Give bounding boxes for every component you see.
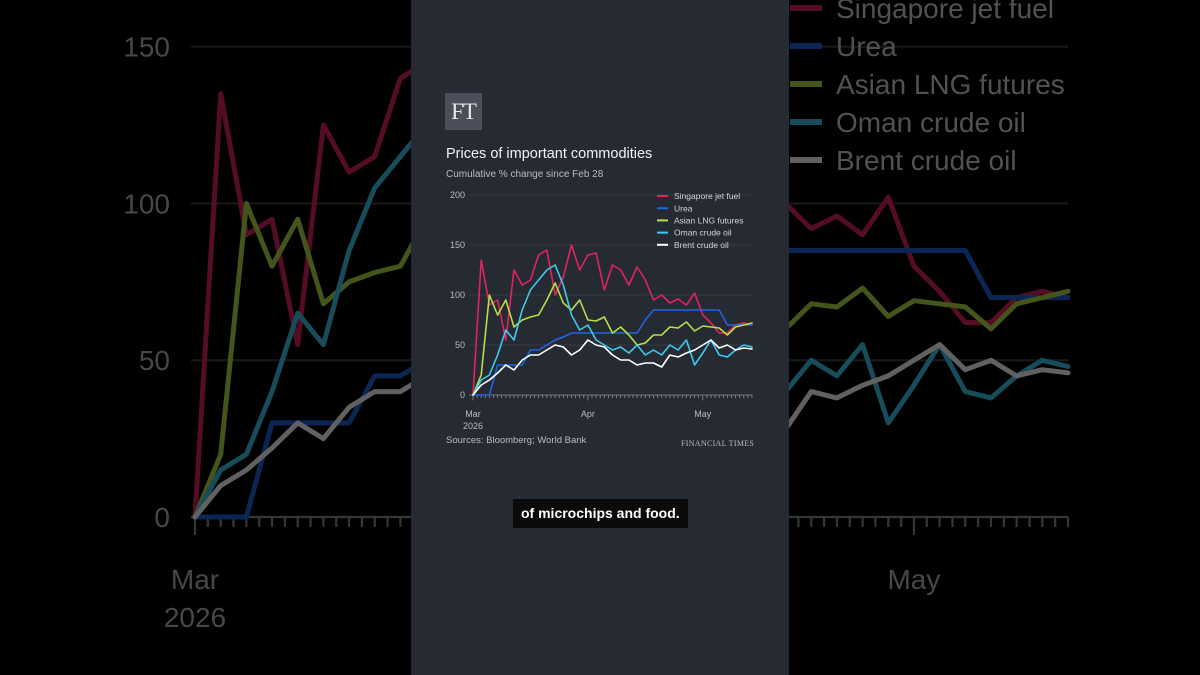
brand-wordmark: FINANCIAL TIMES (681, 439, 755, 448)
legend-label-urea: Urea (674, 203, 693, 213)
x-tick-label-year: 2026 (463, 421, 483, 431)
series-line-singapore-jet-fuel (472, 244, 753, 396)
chart-grid (469, 194, 753, 401)
legend-label-singapore-jet-fuel: Singapore jet fuel (674, 191, 740, 201)
chart-series (472, 244, 753, 396)
legend-label-oman-crude-oil: Oman crude oil (674, 228, 732, 238)
y-tick-label: 200 (450, 190, 465, 200)
chart-subtitle: Cumulative % change since Feb 28 (446, 169, 604, 180)
ft-logo: FT (445, 93, 482, 130)
y-tick-label: 150 (450, 240, 465, 250)
y-tick-label: 0 (460, 390, 465, 400)
y-tick-label: 100 (450, 290, 465, 300)
chart-card: FT Prices of important commodities Cumul… (411, 0, 789, 675)
line-chart: 0 50 100 150 200 Mar 2026 Apr May Singapore jet f… (450, 190, 753, 431)
x-tick-label: Apr (581, 409, 595, 419)
series-line-oman-crude-oil (472, 264, 753, 396)
legend-label-brent-crude-oil: Brent crude oil (674, 240, 729, 250)
chart-source: Sources: Bloomberg; World Bank (446, 435, 587, 446)
x-tick-label: Mar (465, 409, 481, 419)
x-tick-label: May (694, 409, 712, 419)
video-caption: of microchips and food. (513, 499, 688, 528)
chart-labels: 0 50 100 150 200 Mar 2026 Apr May Singapore jet f… (450, 190, 743, 431)
series-line-brent-crude-oil (472, 339, 753, 396)
chart-title: Prices of important commodities (446, 146, 653, 162)
y-tick-label: 50 (455, 340, 465, 350)
legend-label-asian-lng-futures: Asian LNG futures (674, 215, 743, 225)
